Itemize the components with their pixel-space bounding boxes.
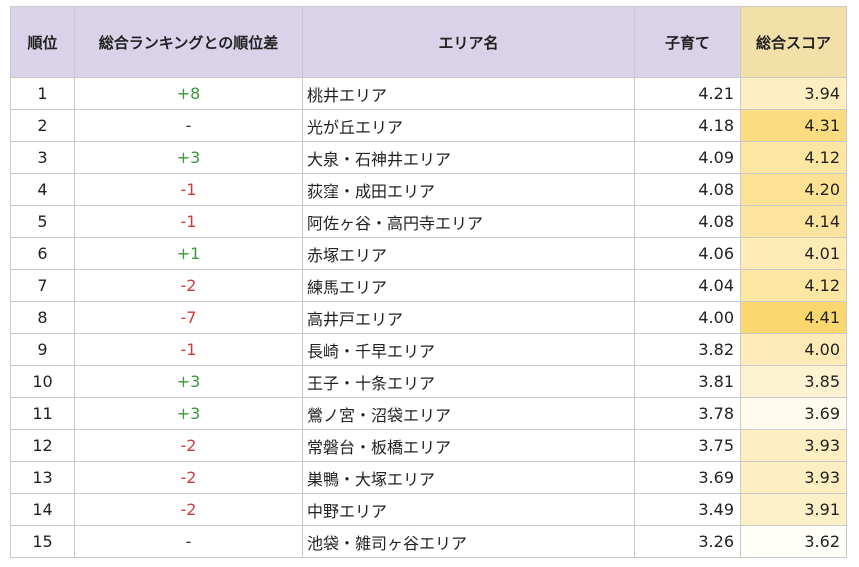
rank-cell: 7: [10, 269, 75, 302]
total-score-cell: 3.85: [740, 365, 847, 398]
rank-diff-cell: -2: [74, 429, 303, 462]
total-score-cell: 4.01: [740, 237, 847, 270]
rank-diff-cell: -2: [74, 493, 303, 526]
area-name-cell: 長崎・千早エリア: [302, 333, 635, 366]
rank-cell: 3: [10, 141, 75, 174]
childcare-score-cell: 4.04: [634, 269, 741, 302]
area-name-cell: 巣鴨・大塚エリア: [302, 461, 635, 494]
total-score-cell: 4.14: [740, 205, 847, 238]
rank-cell: 5: [10, 205, 75, 238]
header-area-name[interactable]: エリア名: [302, 6, 635, 78]
area-name-cell: 荻窪・成田エリア: [302, 173, 635, 206]
rank-cell: 14: [10, 493, 75, 526]
rank-cell: 6: [10, 237, 75, 270]
table-row: 4 -1 荻窪・成田エリア 4.08 4.20: [10, 173, 847, 206]
total-score-cell: 3.94: [740, 77, 847, 110]
childcare-score-cell: 3.49: [634, 493, 741, 526]
rank-cell: 15: [10, 525, 75, 558]
table-row: 5 -1 阿佐ヶ谷・高円寺エリア 4.08 4.14: [10, 205, 847, 238]
table-header-row: 順位 総合ランキングとの順位差 エリア名 子育て 総合スコア: [10, 6, 847, 78]
header-total-score[interactable]: 総合スコア: [740, 6, 847, 78]
rank-diff-cell: +3: [74, 397, 303, 430]
rank-cell: 1: [10, 77, 75, 110]
rank-cell: 9: [10, 333, 75, 366]
rank-diff-cell: -7: [74, 301, 303, 334]
rank-cell: 10: [10, 365, 75, 398]
area-name-cell: 高井戸エリア: [302, 301, 635, 334]
rank-diff-cell: -2: [74, 269, 303, 302]
table-row: 3 +3 大泉・石神井エリア 4.09 4.12: [10, 141, 847, 174]
table-row: 9 -1 長崎・千早エリア 3.82 4.00: [10, 333, 847, 366]
total-score-cell: 4.31: [740, 109, 847, 142]
total-score-cell: 3.93: [740, 461, 847, 494]
rank-cell: 13: [10, 461, 75, 494]
rank-diff-cell: +8: [74, 77, 303, 110]
rank-cell: 8: [10, 301, 75, 334]
rank-diff-cell: -1: [74, 205, 303, 238]
total-score-cell: 4.12: [740, 269, 847, 302]
table-row: 7 -2 練馬エリア 4.04 4.12: [10, 269, 847, 302]
total-score-cell: 4.20: [740, 173, 847, 206]
area-name-cell: 桃井エリア: [302, 77, 635, 110]
rank-cell: 12: [10, 429, 75, 462]
table-row: 12 -2 常磐台・板橋エリア 3.75 3.93: [10, 429, 847, 462]
area-name-cell: 鶯ノ宮・沼袋エリア: [302, 397, 635, 430]
table-row: 8 -7 高井戸エリア 4.00 4.41: [10, 301, 847, 334]
rank-cell: 4: [10, 173, 75, 206]
total-score-cell: 3.93: [740, 429, 847, 462]
table-row: 14 -2 中野エリア 3.49 3.91: [10, 493, 847, 526]
total-score-cell: 3.62: [740, 525, 847, 558]
rank-cell: 2: [10, 109, 75, 142]
table-row: 13 -2 巣鴨・大塚エリア 3.69 3.93: [10, 461, 847, 494]
childcare-score-cell: 4.08: [634, 173, 741, 206]
ranking-table: 順位 総合ランキングとの順位差 エリア名 子育て 総合スコア 1 +8 桃井エリア 4…: [10, 6, 847, 558]
table-body: 1 +8 桃井エリア 4.21 3.94 2- 光が丘エリア 4.18 4.31 3 +3 大泉・石神…: [10, 77, 847, 558]
rank-diff-cell: -1: [74, 333, 303, 366]
childcare-score-cell: 3.82: [634, 333, 741, 366]
rank-cell: 11: [10, 397, 75, 430]
area-name-cell: 練馬エリア: [302, 269, 635, 302]
childcare-score-cell: 4.21: [634, 77, 741, 110]
total-score-cell: 4.41: [740, 301, 847, 334]
table-row: 6 +1 赤塚エリア 4.06 4.01: [10, 237, 847, 270]
childcare-score-cell: 3.78: [634, 397, 741, 430]
childcare-score-cell: 3.81: [634, 365, 741, 398]
total-score-cell: 4.00: [740, 333, 847, 366]
childcare-score-cell: 3.69: [634, 461, 741, 494]
childcare-score-cell: 4.08: [634, 205, 741, 238]
area-name-cell: 光が丘エリア: [302, 109, 635, 142]
rank-diff-cell: -: [74, 525, 303, 558]
header-rank-diff[interactable]: 総合ランキングとの順位差: [74, 6, 303, 78]
table-row: 15- 池袋・雑司ヶ谷エリア 3.26 3.62: [10, 525, 847, 558]
rank-diff-cell: +3: [74, 141, 303, 174]
rank-diff-cell: -1: [74, 173, 303, 206]
childcare-score-cell: 3.26: [634, 525, 741, 558]
total-score-cell: 3.69: [740, 397, 847, 430]
rank-diff-cell: +1: [74, 237, 303, 270]
table-row: 1 +8 桃井エリア 4.21 3.94: [10, 77, 847, 110]
rank-diff-cell: -: [74, 109, 303, 142]
area-name-cell: 王子・十条エリア: [302, 365, 635, 398]
total-score-cell: 3.91: [740, 493, 847, 526]
area-name-cell: 赤塚エリア: [302, 237, 635, 270]
rank-diff-cell: +3: [74, 365, 303, 398]
area-name-cell: 池袋・雑司ヶ谷エリア: [302, 525, 635, 558]
area-name-cell: 大泉・石神井エリア: [302, 141, 635, 174]
area-name-cell: 中野エリア: [302, 493, 635, 526]
table-row: 10 +3 王子・十条エリア 3.81 3.85: [10, 365, 847, 398]
area-name-cell: 阿佐ヶ谷・高円寺エリア: [302, 205, 635, 238]
childcare-score-cell: 4.00: [634, 301, 741, 334]
header-rank[interactable]: 順位: [10, 6, 75, 78]
total-score-cell: 4.12: [740, 141, 847, 174]
table-row: 11 +3 鶯ノ宮・沼袋エリア 3.78 3.69: [10, 397, 847, 430]
childcare-score-cell: 4.06: [634, 237, 741, 270]
header-childcare[interactable]: 子育て: [634, 6, 741, 78]
table-row: 2- 光が丘エリア 4.18 4.31: [10, 109, 847, 142]
childcare-score-cell: 3.75: [634, 429, 741, 462]
childcare-score-cell: 4.18: [634, 109, 741, 142]
childcare-score-cell: 4.09: [634, 141, 741, 174]
rank-diff-cell: -2: [74, 461, 303, 494]
area-name-cell: 常磐台・板橋エリア: [302, 429, 635, 462]
